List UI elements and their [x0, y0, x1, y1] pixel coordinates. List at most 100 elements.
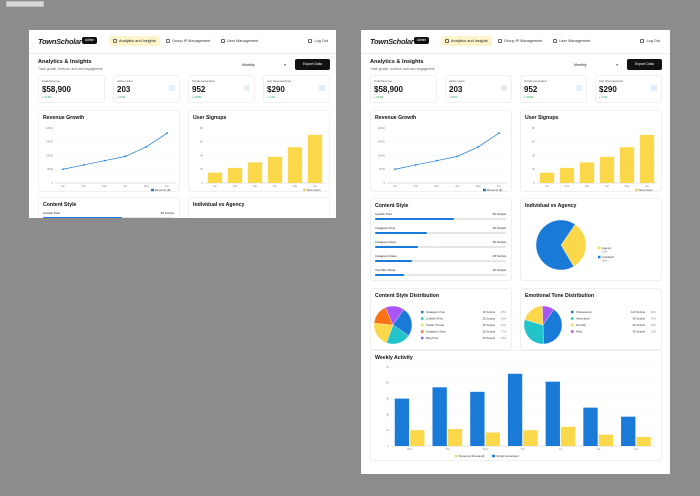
period-select[interactable]: Monthly ▾ — [240, 61, 288, 70]
nav-analytics[interactable]: Analytics and Insights — [441, 36, 492, 46]
nav-users[interactable]: User Management — [553, 36, 590, 46]
x-tick-label: Sat — [596, 447, 600, 451]
legend-label: Witty — [576, 330, 583, 334]
dollar-icon — [319, 85, 325, 91]
y-tick-label: 42 — [386, 397, 389, 401]
revenue-title: Revenue Growth — [375, 115, 417, 121]
stat-value: $58,900 — [374, 85, 403, 94]
stat-label: Total Revenue — [374, 79, 392, 83]
weekly-title: Weekly Activity — [375, 355, 413, 361]
top-nav: TownScholar Admin Analytics and Insights… — [361, 30, 670, 54]
y-tick-label: 32000 — [378, 126, 386, 130]
slice-count: 25 Scripts — [483, 323, 496, 327]
export-button[interactable]: Export Data — [627, 59, 662, 70]
x-tick-label: Jun — [313, 184, 318, 188]
stat-card-users: Active Users 203 + 8.2% — [445, 75, 512, 103]
x-tick-label: Sun — [634, 447, 639, 451]
revenue-line — [394, 132, 500, 170]
style-name: Instagram Video — [375, 254, 397, 258]
bar-revenue — [523, 430, 538, 446]
stat-label: Active Users — [449, 79, 465, 83]
stat-value: 952 — [524, 85, 538, 94]
content-style-card: Content Style Lipstick Post 55 Scripts — [38, 197, 180, 218]
legend-label: New Users — [639, 188, 653, 192]
slice-value: 32% — [602, 250, 608, 254]
bar-revenue — [410, 430, 425, 446]
y-tick-label: 32000 — [46, 126, 54, 130]
stat-label: Scripts Generated — [192, 79, 215, 83]
y-tick-label: 20 — [532, 167, 535, 171]
bar-scripts — [545, 381, 560, 446]
style-track — [375, 232, 506, 234]
style-row: Instagram Story 30 Scripts — [375, 240, 506, 251]
legend-swatch — [571, 330, 574, 333]
logout-label: Log Out — [646, 39, 660, 43]
x-tick-label: Thu — [521, 447, 526, 451]
slice-count: 120 Scripts — [631, 310, 646, 314]
data-point — [124, 155, 127, 158]
legend-label: Friendly — [576, 323, 587, 327]
pie-slice — [535, 219, 576, 271]
style-name: Instagram Post — [375, 226, 396, 230]
revenue-title: Revenue Growth — [43, 115, 85, 121]
logo[interactable]: TownScholar — [38, 37, 82, 46]
stat-value: $58,900 — [42, 85, 71, 94]
logout-button[interactable]: Log Out — [640, 36, 660, 46]
nav-analytics[interactable]: Analytics and Insights — [109, 36, 160, 46]
nav-users[interactable]: User Management — [221, 36, 258, 46]
nav-group-ip[interactable]: Group IP Management — [498, 36, 542, 46]
y-tick-label: 8000 — [379, 167, 385, 171]
slice-count: 20 Scripts — [483, 330, 496, 334]
bar — [599, 156, 615, 183]
x-tick-label: Mon — [407, 447, 413, 451]
legend-swatch — [421, 330, 424, 333]
signups-card: User Signups 0 20 40 60 80 Jan Feb Mar Apr May Jun… — [520, 110, 662, 192]
export-button[interactable]: Export Data — [295, 59, 330, 70]
stat-change: + 8.2% — [117, 96, 126, 99]
stat-label: Total Revenue — [42, 79, 60, 83]
y-tick-label: 0 — [384, 181, 386, 185]
bar-revenue — [636, 436, 651, 446]
logout-icon — [640, 38, 645, 43]
stat-value: $290 — [599, 85, 617, 94]
stat-change: + 15.8% — [192, 96, 202, 99]
stat-card-revenue: Total Revenue $58,900 + 12.5% — [38, 75, 105, 103]
signups-card: User Signups 0 20 40 60 80 Jan Feb Mar Apr May Jun… — [188, 110, 330, 192]
x-tick-label: May — [144, 184, 150, 188]
x-tick-label: Feb — [565, 184, 570, 188]
x-tick-label: Jan — [393, 184, 398, 188]
x-tick-label: Jan — [61, 184, 66, 188]
users-icon — [553, 38, 557, 43]
content-style-card: Content Style Lipstick Post 55 Scripts In… — [370, 198, 512, 281]
chevron-down-icon: ▾ — [284, 63, 286, 67]
logo[interactable]: TownScholar — [370, 37, 414, 46]
x-tick-label: Feb — [82, 184, 87, 188]
bar — [247, 162, 263, 183]
pie-slice — [560, 224, 587, 267]
style-track — [375, 246, 506, 248]
page-title: Analytics & Insights — [370, 59, 424, 65]
data-point — [414, 164, 417, 166]
legend-swatch — [598, 255, 601, 259]
bar-scripts — [394, 398, 410, 446]
legend-swatch — [421, 310, 424, 314]
x-tick-label: Mar — [102, 184, 107, 188]
slice-pct: 21% — [501, 317, 507, 321]
legend-swatch — [303, 188, 306, 192]
legend-swatch — [455, 454, 458, 458]
legend-swatch — [571, 317, 574, 320]
style-name: Lipstick Post — [43, 211, 60, 215]
y-tick-label: 14 — [386, 428, 389, 432]
logout-button[interactable]: Log Out — [308, 36, 328, 46]
style-track — [375, 218, 506, 220]
slice-pct: 17% — [501, 330, 507, 334]
style-count: 40 Scripts — [492, 226, 506, 230]
style-count: 20 Scripts — [492, 268, 506, 272]
distribution-card: Content Style Distribution Instagram Pos… — [370, 288, 512, 350]
nav-group-ip[interactable]: Group IP Management — [166, 36, 210, 46]
period-select[interactable]: Monthly ▾ — [572, 61, 620, 70]
signups-title: User Signups — [525, 115, 559, 121]
legend-label: Instagram Post — [426, 310, 445, 314]
